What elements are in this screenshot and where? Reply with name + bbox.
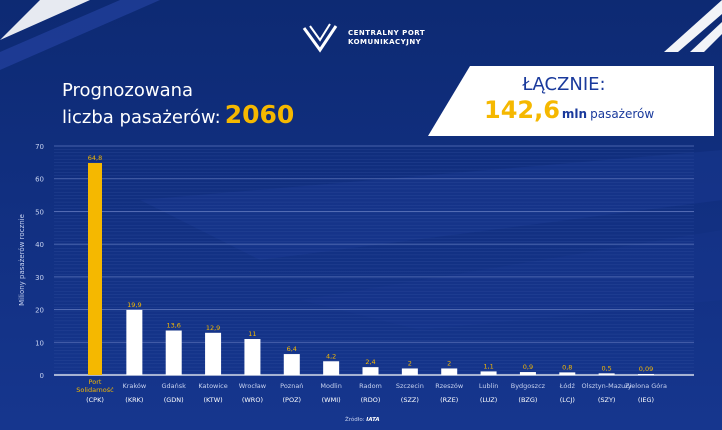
x-tick-code: (KRK) [125,396,143,404]
bar [519,372,536,375]
bar [480,371,497,375]
x-tick-label: Poznań [280,382,303,390]
x-tick-label: Lublin [479,382,498,390]
source-name: IATA [366,417,380,423]
bar [165,330,182,375]
x-tick-label: Łódź [559,382,576,390]
source-prefix: Źródło: [345,417,365,423]
x-tick-label: Gdańsk [162,382,187,390]
source-note: Źródło: IATA [345,417,380,423]
y-tick-label: 30 [35,274,44,282]
bar [126,309,143,375]
data-label: 12,9 [206,324,220,332]
x-tick-label: Port [89,378,102,386]
bar [283,354,300,375]
total-label: ŁĄCZNIE: [522,74,606,95]
y-tick-label: 60 [35,176,44,184]
x-tick-label: Kraków [122,382,146,390]
bar [88,163,102,375]
data-label: 13,6 [166,322,180,330]
data-label: 0,09 [639,365,653,373]
y-tick-label: 20 [35,307,44,315]
bar [598,373,615,375]
bar [401,368,418,375]
x-tick-label: Bydgoszcz [511,382,546,390]
title-line2: liczba pasażerów: [62,107,221,128]
brand-line1: CENTRALNY PORT [348,29,426,37]
x-tick-code: (KTW) [203,396,222,404]
x-tick-code: (GDN) [164,396,184,404]
bar [323,361,340,375]
y-tick-label: 70 [35,143,44,151]
chart-title: Prognozowana liczba pasażerów: 2060 [62,80,294,131]
total-row: 142,6 mln pasażerów [484,96,704,124]
data-label: 1,1 [483,362,493,370]
x-tick-label: Katowice [198,382,227,390]
total-desc: pasażerów [590,107,655,121]
x-tick-label: Szczecin [396,382,424,390]
data-label: 2 [447,359,451,367]
x-tick-code: (RDO) [361,396,381,404]
data-label: 64,8 [88,154,102,162]
x-tick-label: Zielona Góra [625,382,667,390]
x-tick-code: (POZ) [283,396,302,404]
total-value: 142,6 [484,96,560,124]
x-tick-label: Olsztyn-Mazury [582,382,632,390]
x-tick-code: (LCJ) [560,396,575,404]
x-tick-label: Solidarność [76,386,114,394]
y-tick-label: 10 [35,339,44,347]
y-tick-label: 40 [35,241,44,249]
data-label: 4,2 [326,352,336,360]
data-label: 2,4 [365,358,375,366]
x-tick-label: Radom [359,382,382,390]
data-label: 19,9 [127,301,141,309]
x-tick-label: Rzeszów [435,382,464,390]
x-tick-code: (WRO) [242,396,263,404]
x-tick-label: Modlin [320,382,341,390]
data-label: 0,5 [601,364,611,372]
bar [559,372,576,375]
total-unit: mln [561,107,588,121]
bar [244,339,261,375]
bar [205,332,222,375]
logo-mark-icon [302,23,338,53]
x-tick-code: (SZZ) [401,396,419,404]
data-label: 0,8 [562,363,572,371]
brand-logo: CENTRALNY PORT KOMUNIKACYJNY [300,12,460,64]
y-tick-label: 50 [35,208,44,216]
data-label: 2 [408,359,412,367]
bar [638,374,654,375]
title-year: 2060 [224,100,295,129]
x-tick-code: (WMI) [322,396,341,404]
x-tick-code: (RZE) [440,396,458,404]
bar [441,368,458,375]
x-tick-code: (SZY) [598,396,616,404]
brand-line2: KOMUNIKACYJNY [348,38,422,46]
x-tick-code: (LUZ) [480,396,497,404]
x-tick-label: Wrocław [239,382,267,390]
x-tick-code: (IEG) [638,396,654,404]
x-tick-code: (CPK) [86,396,104,404]
title-line1: Prognozowana [62,80,194,101]
data-label: 0,9 [523,363,533,371]
data-label: 11 [248,330,256,338]
data-label: 6,4 [287,345,297,353]
bar [362,367,379,375]
total-box [428,66,714,136]
x-tick-code: (BZG) [518,396,537,404]
y-tick-label: 0 [40,372,44,380]
